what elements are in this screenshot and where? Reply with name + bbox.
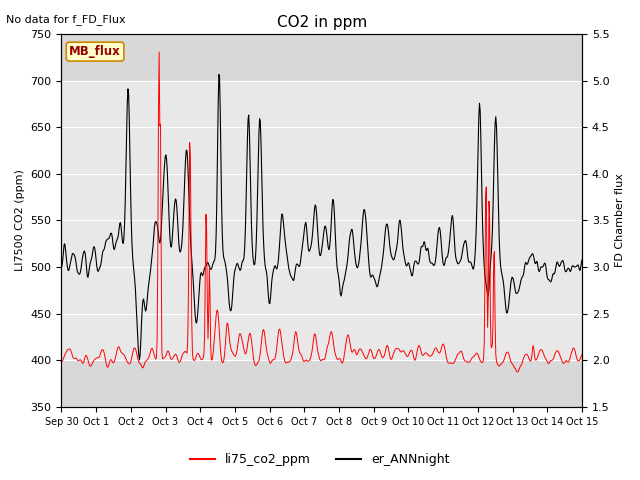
Y-axis label: FD Chamber flux: FD Chamber flux xyxy=(615,173,625,267)
Legend: li75_co2_ppm, er_ANNnight: li75_co2_ppm, er_ANNnight xyxy=(186,448,454,471)
Text: No data for f_FD_Flux: No data for f_FD_Flux xyxy=(6,14,126,25)
Text: MB_flux: MB_flux xyxy=(69,45,121,58)
Y-axis label: LI7500 CO2 (ppm): LI7500 CO2 (ppm) xyxy=(15,169,25,271)
Title: CO2 in ppm: CO2 in ppm xyxy=(276,15,367,30)
Bar xyxy=(61,81,582,360)
